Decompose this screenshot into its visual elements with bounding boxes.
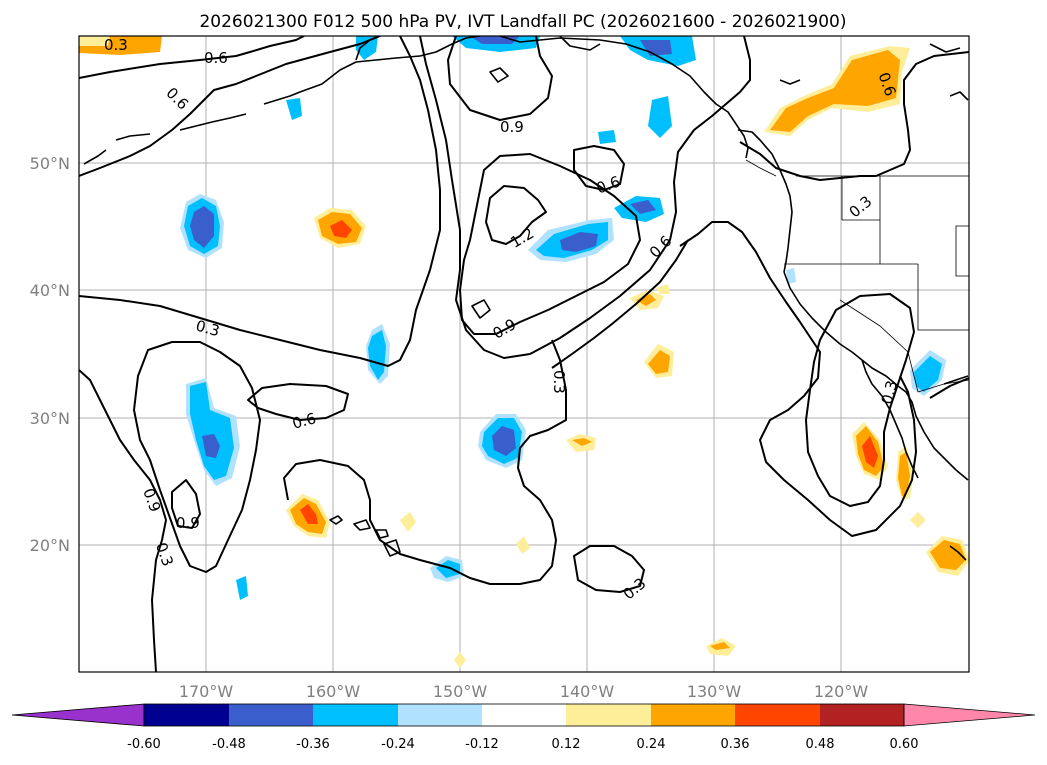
colorbar-tick: -0.60 — [127, 737, 161, 752]
colorbar-bin — [735, 704, 820, 726]
contour-label: 0.3 — [104, 36, 128, 54]
map-frame — [78, 35, 970, 673]
colorbar-bin — [820, 704, 904, 726]
contour-label: 0.9 — [500, 118, 524, 136]
colorbar-under — [11, 703, 145, 727]
contour-label: 0.9 — [176, 514, 200, 532]
colorbar-tick: 0.24 — [637, 737, 666, 752]
pv-shading — [79, 36, 969, 668]
colorbar: -0.60 -0.48 -0.36 -0.24 -0.12 0.12 0.24 … — [11, 703, 1036, 752]
map-area: 0.3 0.6 0.9 1.2 0.9 0.6 0.3 0.6 0.3 0.6 … — [79, 36, 969, 672]
lon-label: 120°W — [814, 682, 869, 701]
colorbar-tick: 0.60 — [890, 737, 919, 752]
negative-anomaly-aleutian — [356, 36, 378, 60]
lon-label: 150°W — [433, 682, 488, 701]
colorbar-tick: -0.12 — [465, 737, 499, 752]
lat-label: 40°N — [30, 281, 70, 300]
lon-label: 160°W — [306, 682, 361, 701]
longitude-labels: 170°W 160°W 150°W 140°W 130°W 120°W — [179, 682, 869, 701]
colorbar-tick: 0.12 — [552, 737, 581, 752]
colorbar-bin — [229, 704, 313, 726]
colorbar-bin — [144, 704, 229, 726]
contour-label: 0.6 — [204, 49, 228, 67]
contour-label: 0.3 — [878, 379, 902, 407]
colorbar-tick: -0.36 — [296, 737, 330, 752]
colorbar-bin — [482, 704, 566, 726]
lat-label: 30°N — [30, 409, 70, 428]
lon-label: 140°W — [560, 682, 615, 701]
colorbar-tick: -0.48 — [212, 737, 246, 752]
pv-contours — [79, 36, 969, 672]
colorbar-bin — [313, 704, 398, 726]
colorbar-bin — [651, 704, 735, 726]
latitude-labels: 50°N 40°N 30°N 20°N — [30, 154, 70, 555]
lat-label: 50°N — [30, 154, 70, 173]
colorbar-bin — [398, 704, 482, 726]
figure-title: 2026021300 F012 500 hPa PV, IVT Landfall… — [199, 12, 846, 32]
contour-label: 0.6 — [290, 409, 318, 433]
lon-label: 170°W — [179, 682, 234, 701]
colorbar-tick: 0.48 — [806, 737, 835, 752]
political-borders — [745, 159, 969, 393]
lat-label: 20°N — [30, 536, 70, 555]
colorbar-over — [903, 703, 1036, 727]
contour-label: 0.3 — [550, 370, 568, 394]
colorbar-bin — [566, 704, 651, 726]
colorbar-tick: 0.36 — [721, 737, 750, 752]
lon-label: 130°W — [687, 682, 742, 701]
colorbar-tick: -0.24 — [381, 737, 415, 752]
coastlines — [83, 36, 969, 561]
contour-label: 0.3 — [194, 317, 222, 341]
